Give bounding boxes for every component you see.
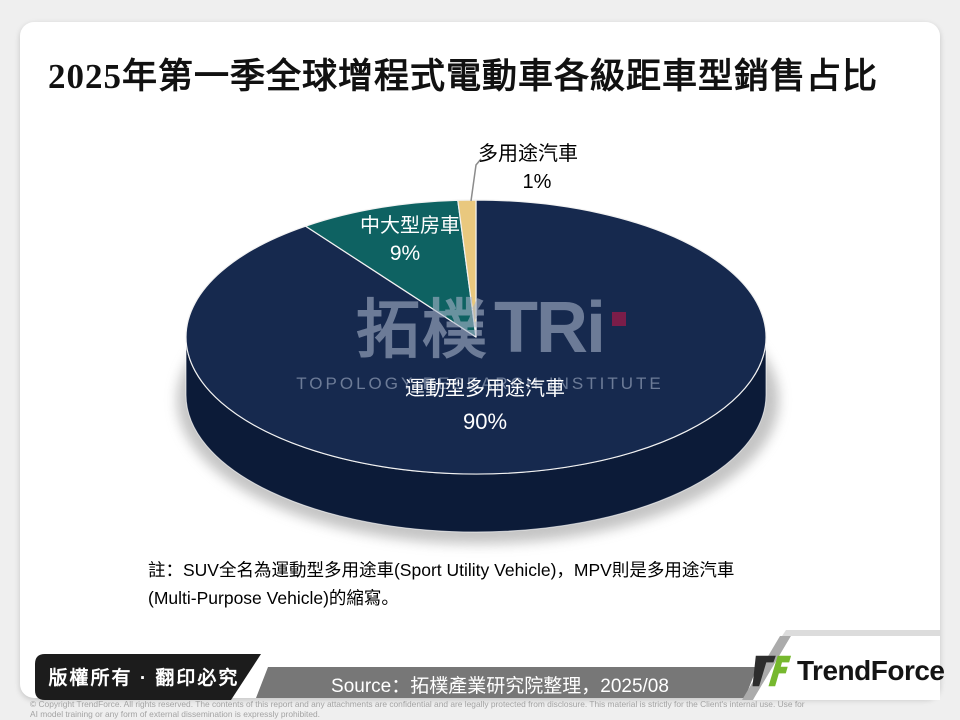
slice-percent-suv: 90% bbox=[462, 409, 508, 434]
logo-panel-top-stripe bbox=[782, 630, 940, 636]
slice-label-mpv: 多用途汽車 bbox=[478, 143, 578, 165]
footnote-line1: 註：SUV全名為運動型多用途車(Sport Utility Vehicle)，M… bbox=[148, 560, 735, 580]
footnote-line2: (Multi-Purpose Vehicle)的縮寫。 bbox=[148, 588, 399, 608]
footer-banner bbox=[35, 630, 940, 700]
slice-percent-mpv: 1% bbox=[522, 171, 552, 193]
disclaimer-line2: AI model training or any form of externa… bbox=[30, 708, 321, 719]
copyright-ribbon-text: 版權所有 · 翻印必究 bbox=[48, 668, 240, 689]
trendforce-logo-icon bbox=[752, 655, 792, 687]
slice-label-suv: 運動型多用途汽車 bbox=[405, 378, 565, 400]
footnote: 註：SUV全名為運動型多用途車(Sport Utility Vehicle)，M… bbox=[148, 556, 824, 612]
source-text: Source：拓樸產業研究院整理，2025/08 bbox=[331, 676, 669, 697]
disclaimer: © Copyright TrendForce. All rights reser… bbox=[30, 699, 950, 720]
slice-percent-sedan: 9% bbox=[389, 242, 421, 265]
page-title: 2025年第一季全球增程式電動車各級距車型銷售占比 bbox=[48, 57, 879, 96]
disclaimer-line1: © Copyright TrendForce. All rights reser… bbox=[30, 699, 805, 709]
copyright-ribbon-shape bbox=[35, 654, 261, 700]
trendforce-logo: TrendForce bbox=[752, 649, 945, 693]
logo-panel-shape bbox=[753, 636, 940, 700]
source-bar-shape bbox=[256, 667, 757, 698]
trendforce-logo-text: TrendForce bbox=[797, 655, 945, 686]
slice-label-sedan: 中大型房車 bbox=[360, 215, 460, 237]
